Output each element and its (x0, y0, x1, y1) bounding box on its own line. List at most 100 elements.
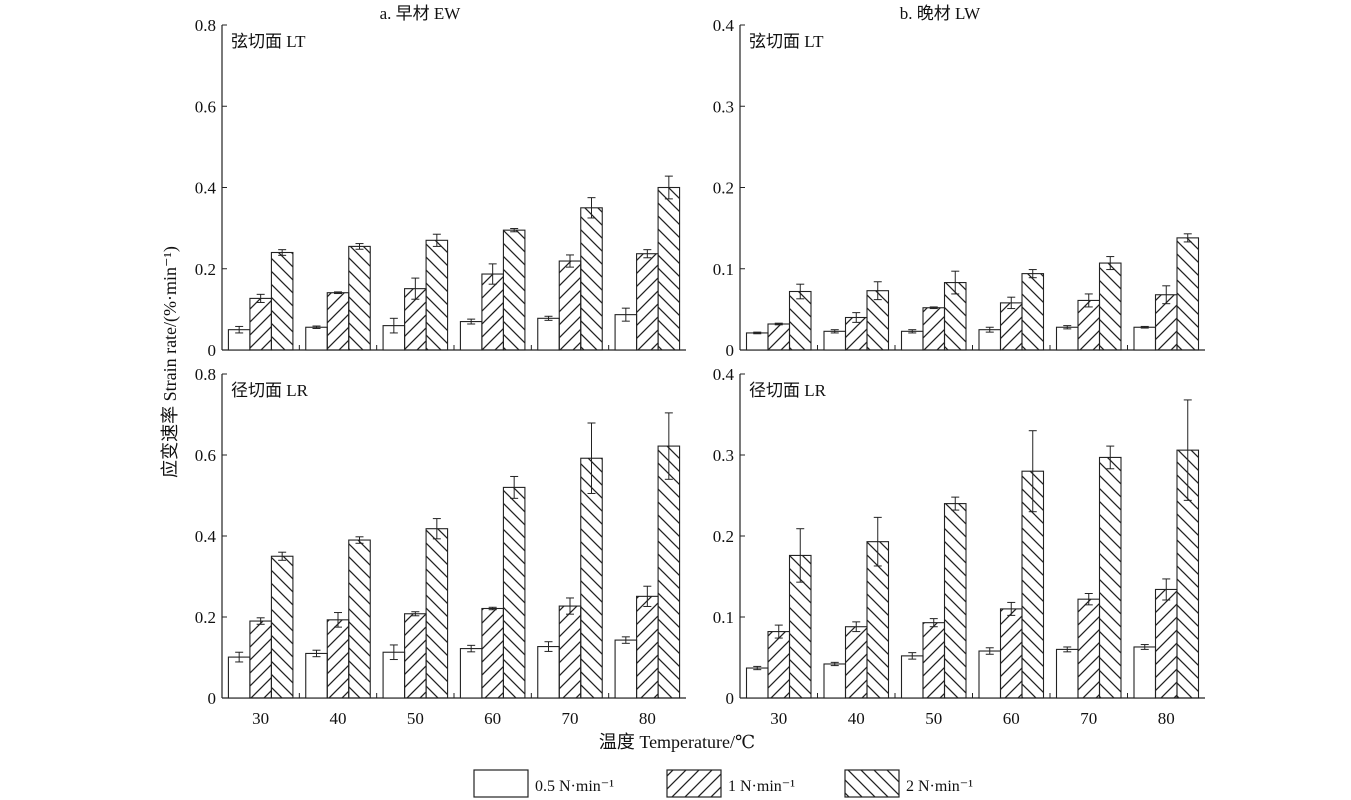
bar-60-s2 (502, 229, 526, 351)
bar-80-s0 (1133, 326, 1157, 351)
y-tick-label: 0.6 (195, 97, 216, 116)
legend-label-1: 1 N·min⁻¹ (728, 778, 795, 795)
bar-50-s1 (922, 622, 946, 699)
y-tick-label: 0 (208, 689, 217, 708)
y-tick-label: 0.3 (713, 97, 734, 116)
section-label: 径切面 LR (749, 381, 827, 400)
bar-30-s2 (788, 290, 812, 351)
x-tick-label: 70 (562, 709, 579, 728)
legend-swatch-0 (473, 769, 529, 798)
bar-40-s0 (823, 663, 847, 699)
x-tick-label: 80 (1158, 709, 1175, 728)
bar-80-s0 (614, 639, 638, 699)
bar-70-s0 (1055, 326, 1079, 351)
bar-50-s1 (922, 307, 946, 351)
bar-70-s1 (1077, 299, 1101, 351)
bar-40-s2 (348, 245, 371, 351)
bar-60-s1 (481, 607, 504, 699)
bar-70-s1 (1077, 598, 1101, 699)
bar-70-s2 (580, 457, 603, 699)
bar-50-s0 (900, 330, 924, 351)
x-tick-label: 30 (252, 709, 269, 728)
bar-80-s1 (636, 253, 659, 351)
panel-lw-lt: 0 0.1 0.2 0.3 0.4 弦切面 LT (713, 16, 1205, 360)
bar-70-s2 (1098, 262, 1122, 351)
bar-50-s2 (425, 528, 449, 699)
x-tick-label: 80 (639, 709, 656, 728)
bar-60-s1 (999, 302, 1023, 351)
bar-70-s1 (558, 260, 582, 351)
bar-50-s1 (404, 613, 427, 699)
bar-40-s1 (326, 619, 350, 699)
y-tick-label: 0.1 (713, 260, 734, 279)
x-axis-label: 温度 Temperature/℃ (599, 732, 755, 752)
x-tick-label: 50 (925, 709, 942, 728)
bar-80-s2 (1176, 237, 1200, 351)
bar-40-s1 (326, 292, 350, 351)
bar-40-s0 (823, 330, 847, 351)
x-tick-label: 60 (1003, 709, 1020, 728)
bar-40-s0 (305, 326, 328, 351)
y-tick-label: 0.4 (195, 527, 217, 546)
bar-30-s2 (270, 555, 294, 699)
legend-label-2: 2 N·min⁻¹ (906, 778, 973, 795)
section-label: 弦切面 LT (749, 32, 824, 51)
y-tick-label: 0.2 (195, 260, 216, 279)
bar-60-s0 (459, 648, 483, 699)
x-tick-label: 60 (484, 709, 501, 728)
legend-label-0: 0.5 N·min⁻¹ (535, 778, 614, 795)
bar-60-s0 (459, 321, 483, 351)
bar-60-s0 (978, 329, 1002, 351)
y-tick-label: 0.8 (195, 365, 216, 384)
bar-70-s2 (580, 207, 603, 351)
panel-ew-lr: 0 0.2 0.4 0.6 0.8 径切面 LR 30 40 50 60 70 80 (195, 365, 686, 728)
legend-swatch-2 (844, 769, 900, 798)
section-label: 弦切面 LT (231, 32, 306, 51)
bar-30-s2 (270, 251, 294, 351)
x-tick-label: 40 (848, 709, 865, 728)
panel-a-title: a. 早材 EW (380, 4, 462, 23)
bar-70-s0 (537, 317, 560, 351)
panel-ew-lt: 0 0.2 0.4 0.6 0.8 弦切面 LT (195, 16, 686, 360)
bar-80-s0 (1133, 646, 1157, 699)
legend: 0.5 N·min⁻¹ 1 N·min⁻¹ 2 N·min⁻¹ (473, 769, 973, 798)
bar-60-s1 (481, 273, 504, 351)
bar-60-s0 (978, 650, 1002, 699)
bar-30-s1 (767, 323, 791, 351)
panel-lw-lr: 0 0.1 0.2 0.3 0.4 径切面 LR 30 40 50 60 70 80 (713, 365, 1205, 728)
y-tick-label: 0.8 (195, 16, 216, 35)
bar-80-s2 (657, 445, 681, 699)
bar-30-s0 (745, 332, 769, 351)
x-tick-label: 70 (1080, 709, 1097, 728)
bar-40-s0 (305, 652, 328, 699)
y-tick-label: 0.2 (713, 527, 734, 546)
y-tick-label: 0.1 (713, 608, 734, 627)
bar-70-s1 (558, 605, 582, 699)
legend-swatch-1 (666, 769, 722, 798)
y-tick-label: 0.2 (713, 179, 734, 198)
y-tick-label: 0.3 (713, 446, 734, 465)
y-tick-label: 0.4 (195, 179, 217, 198)
bar-60-s2 (502, 486, 526, 699)
bar-30-s0 (745, 667, 769, 699)
x-tick-label: 50 (407, 709, 424, 728)
panel-b-title: b. 晚材 LW (900, 4, 981, 23)
y-tick-label: 0 (208, 341, 217, 360)
bar-80-s2 (657, 186, 681, 351)
x-tick-label: 30 (770, 709, 787, 728)
bar-60-s1 (999, 608, 1023, 699)
bar-50-s2 (425, 239, 449, 351)
y-tick-label: 0 (726, 689, 735, 708)
bar-50-s2 (943, 503, 967, 699)
y-tick-label: 0 (726, 341, 735, 360)
bar-50-s0 (900, 655, 924, 699)
y-tick-label: 0.6 (195, 446, 216, 465)
bar-80-s1 (1154, 588, 1178, 699)
x-tick-label: 40 (330, 709, 347, 728)
bar-30-s0 (227, 656, 251, 699)
y-tick-label: 0.4 (713, 16, 735, 35)
bar-60-s2 (1021, 273, 1045, 351)
bar-30-s1 (767, 631, 791, 699)
